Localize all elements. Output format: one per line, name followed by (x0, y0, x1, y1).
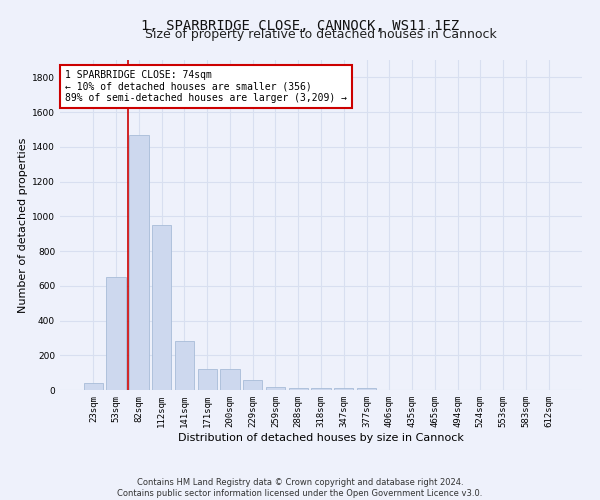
Bar (84, 383, 103, 390)
X-axis label: Distribution of detached houses by size in Cannock: Distribution of detached houses by size … (178, 432, 464, 442)
Bar (106, 277, 126, 390)
Bar (357, 388, 376, 390)
Bar (289, 388, 308, 390)
Text: Contains HM Land Registry data © Crown copyright and database right 2024.
Contai: Contains HM Land Registry data © Crown c… (118, 478, 482, 498)
Title: Size of property relative to detached houses in Cannock: Size of property relative to detached ho… (145, 28, 497, 41)
Bar (243, 380, 262, 390)
Bar (220, 369, 239, 390)
Text: 1, SPARBRIDGE CLOSE, CANNOCK, WS11 1EZ: 1, SPARBRIDGE CLOSE, CANNOCK, WS11 1EZ (141, 18, 459, 32)
Bar (197, 369, 217, 390)
Text: 1 SPARBRIDGE CLOSE: 74sqm
← 10% of detached houses are smaller (356)
89% of semi: 1 SPARBRIDGE CLOSE: 74sqm ← 10% of detac… (65, 70, 347, 103)
Bar (311, 388, 331, 390)
Y-axis label: Number of detached properties: Number of detached properties (18, 138, 28, 312)
Bar (175, 342, 194, 390)
Bar (334, 388, 353, 390)
Bar (152, 225, 172, 390)
Bar (129, 134, 149, 390)
Bar (266, 386, 285, 390)
